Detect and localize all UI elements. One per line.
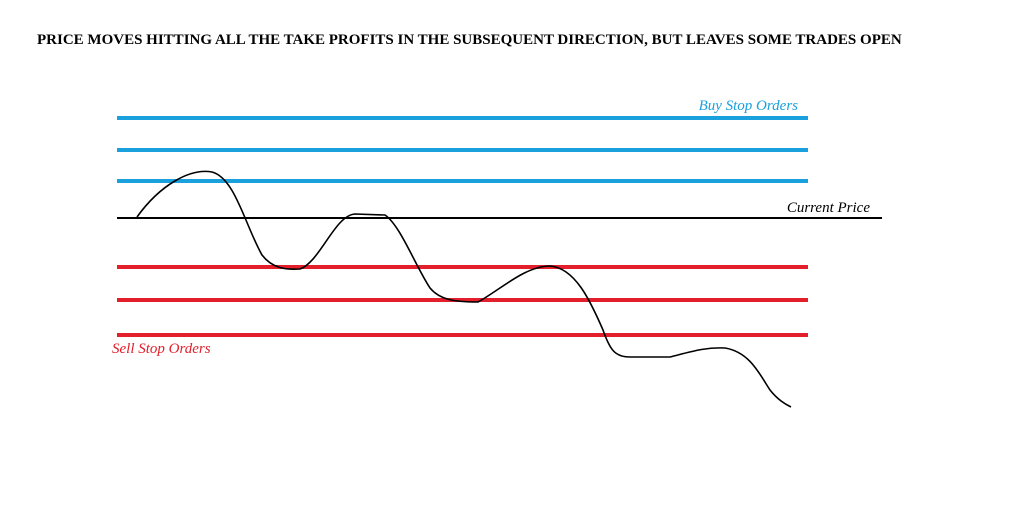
- current-price-label: Current Price: [787, 200, 871, 216]
- title: PRICE MOVES HITTING ALL THE TAKE PROFITS…: [37, 32, 902, 48]
- sell-stop-label: Sell Stop Orders: [112, 341, 211, 357]
- buy-stop-label: Buy Stop Orders: [699, 98, 799, 114]
- sell-stop-lines: [117, 265, 808, 337]
- buy-stop-lines: [117, 116, 808, 183]
- price-path: [136, 170, 792, 408]
